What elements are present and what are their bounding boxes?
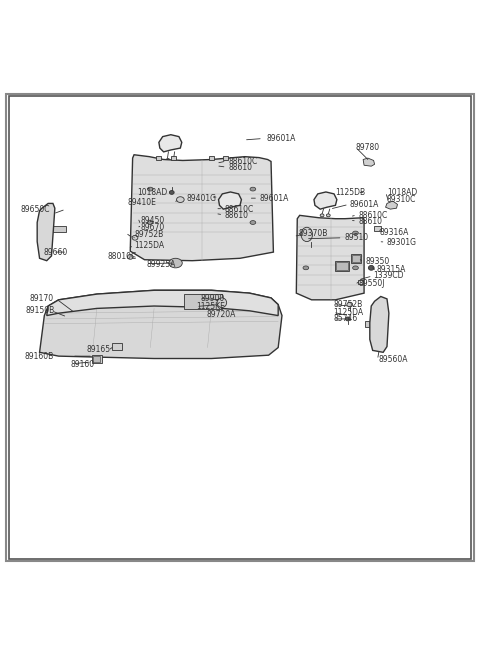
Polygon shape: [385, 201, 397, 209]
Ellipse shape: [303, 266, 309, 270]
Ellipse shape: [169, 258, 182, 268]
Text: 89170: 89170: [29, 294, 53, 303]
Text: 88610: 88610: [225, 211, 249, 220]
Text: 89752B: 89752B: [333, 300, 362, 309]
Bar: [94, 356, 100, 362]
Text: 88610C: 88610C: [359, 211, 388, 220]
Text: 1018AD: 1018AD: [387, 188, 417, 197]
Polygon shape: [218, 192, 241, 209]
Ellipse shape: [177, 196, 184, 202]
Text: 1125KE: 1125KE: [196, 303, 225, 312]
Text: 89315A: 89315A: [376, 265, 406, 274]
Text: 89601A: 89601A: [266, 134, 296, 143]
Ellipse shape: [346, 317, 350, 321]
Text: 89925A: 89925A: [147, 259, 176, 269]
Bar: [51, 227, 66, 232]
Bar: [365, 321, 378, 327]
Bar: [336, 261, 348, 271]
Bar: [171, 156, 176, 160]
Bar: [223, 156, 228, 160]
Ellipse shape: [205, 297, 222, 307]
Ellipse shape: [326, 214, 330, 217]
Text: 88610: 88610: [228, 163, 252, 172]
Text: 1125DA: 1125DA: [333, 308, 363, 317]
Ellipse shape: [147, 221, 153, 225]
Ellipse shape: [368, 265, 374, 271]
Polygon shape: [39, 290, 282, 358]
Text: 89165: 89165: [86, 345, 110, 354]
Ellipse shape: [217, 298, 227, 307]
Text: 89550J: 89550J: [359, 279, 385, 288]
Ellipse shape: [320, 214, 324, 217]
Ellipse shape: [132, 235, 138, 240]
Text: 89900: 89900: [201, 294, 225, 303]
Polygon shape: [314, 192, 337, 209]
Ellipse shape: [127, 255, 133, 259]
Text: 89780: 89780: [356, 143, 380, 151]
Text: 89316A: 89316A: [379, 227, 409, 236]
Text: 1125DB: 1125DB: [336, 188, 366, 197]
Bar: [351, 255, 361, 263]
Ellipse shape: [231, 214, 235, 217]
Text: 1339CD: 1339CD: [373, 271, 404, 280]
Polygon shape: [296, 215, 364, 300]
Text: 88610: 88610: [359, 217, 383, 226]
Ellipse shape: [347, 302, 353, 307]
Polygon shape: [37, 204, 55, 261]
Polygon shape: [370, 297, 389, 352]
Text: 88610C: 88610C: [225, 204, 254, 214]
Ellipse shape: [303, 231, 309, 235]
Ellipse shape: [166, 159, 170, 161]
Text: 89370B: 89370B: [298, 229, 327, 238]
Ellipse shape: [147, 187, 153, 191]
Polygon shape: [363, 158, 374, 166]
Ellipse shape: [250, 187, 256, 191]
Bar: [373, 227, 381, 231]
Bar: [359, 280, 363, 284]
Text: 89160B: 89160B: [24, 352, 54, 361]
Ellipse shape: [186, 297, 203, 306]
Polygon shape: [130, 155, 274, 261]
Text: 89650C: 89650C: [21, 204, 50, 214]
Text: 88010C: 88010C: [108, 252, 137, 261]
Text: 89401G: 89401G: [187, 194, 216, 203]
Polygon shape: [47, 290, 278, 316]
Text: 89310C: 89310C: [387, 195, 416, 204]
Bar: [352, 255, 360, 262]
Bar: [336, 261, 349, 271]
Text: 89752B: 89752B: [134, 230, 163, 239]
Text: 89350: 89350: [365, 257, 389, 266]
Ellipse shape: [225, 214, 228, 217]
Ellipse shape: [353, 231, 359, 235]
Bar: [184, 294, 222, 309]
Bar: [112, 343, 121, 350]
Bar: [92, 355, 102, 364]
Polygon shape: [159, 135, 182, 152]
Text: 89720A: 89720A: [206, 310, 236, 318]
Ellipse shape: [301, 227, 312, 242]
Text: 89150B: 89150B: [25, 307, 55, 315]
Text: 89601A: 89601A: [259, 194, 288, 203]
Ellipse shape: [169, 191, 174, 195]
Text: 89301G: 89301G: [387, 238, 417, 247]
Text: 89670: 89670: [141, 223, 165, 232]
Ellipse shape: [172, 159, 176, 161]
Text: 89450: 89450: [141, 216, 165, 225]
Text: 88610C: 88610C: [228, 157, 257, 166]
Text: 89601A: 89601A: [350, 200, 379, 209]
Ellipse shape: [250, 221, 256, 225]
Text: 1018AD: 1018AD: [137, 189, 168, 197]
Bar: [156, 156, 161, 160]
Text: 85746: 85746: [333, 314, 357, 324]
Text: 89160: 89160: [71, 360, 95, 369]
Text: 89560A: 89560A: [378, 356, 408, 364]
Text: 89510: 89510: [344, 233, 368, 242]
Text: 89660: 89660: [43, 248, 68, 257]
Bar: [209, 156, 214, 160]
Text: 89410E: 89410E: [128, 198, 157, 207]
Ellipse shape: [353, 266, 359, 270]
Text: 1125DA: 1125DA: [134, 241, 164, 250]
